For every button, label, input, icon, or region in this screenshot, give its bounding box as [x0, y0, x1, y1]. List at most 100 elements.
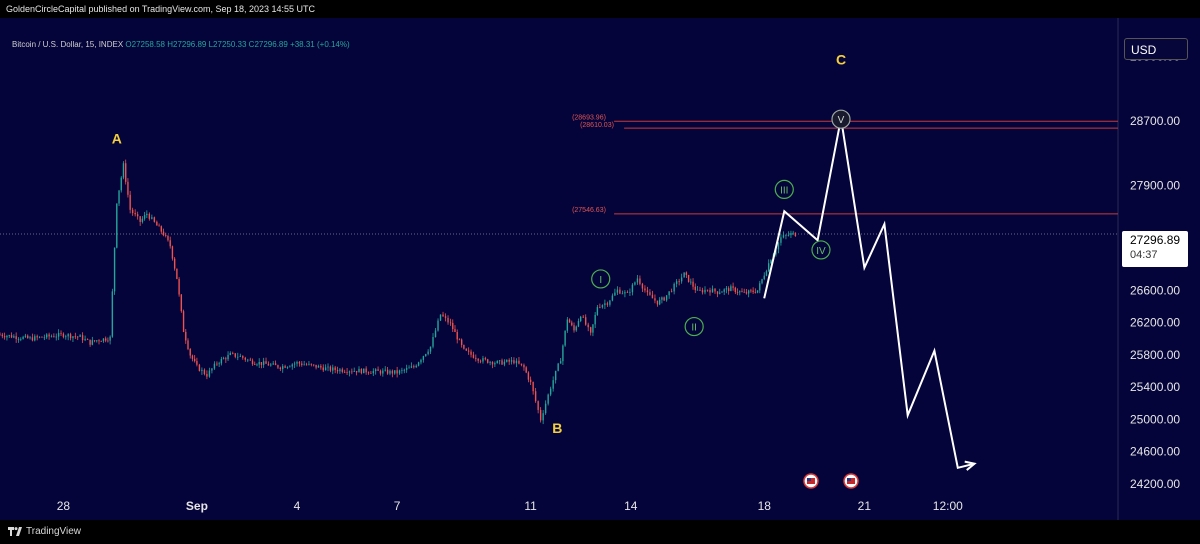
candle-body — [96, 340, 98, 342]
x-tick-label: 28 — [57, 499, 71, 513]
candle-body — [747, 290, 750, 294]
candle-body — [3, 336, 6, 338]
impulse-label: V — [838, 115, 845, 126]
candle-body — [341, 369, 344, 372]
candle-body — [527, 372, 530, 380]
candle-body — [730, 286, 732, 292]
candle-body — [327, 366, 329, 368]
candle-body — [525, 367, 527, 373]
candle-body — [173, 258, 176, 269]
symbol-legend[interactable]: Bitcoin / U.S. Dollar, 15, INDEX O27258.… — [12, 40, 350, 49]
candle-body — [665, 295, 668, 301]
candle-body — [680, 277, 683, 282]
candle-body — [216, 363, 218, 365]
y-tick-label: 24600.00 — [1130, 445, 1180, 459]
candle-body — [396, 370, 398, 374]
candle-body — [434, 330, 437, 338]
currency-button[interactable]: USD — [1124, 38, 1188, 60]
candle-body — [529, 379, 532, 383]
candle-body — [363, 368, 365, 374]
candle-body — [410, 366, 413, 368]
candle-body — [668, 291, 670, 296]
candle-body — [626, 292, 629, 293]
candle-body — [254, 364, 256, 365]
x-tick-label: Sep — [186, 499, 208, 513]
candle-body — [74, 336, 77, 338]
chart-area[interactable]: (28693.96) (28610.03) (27546.63) A B C I II III… — [0, 18, 1200, 520]
candle-body — [301, 363, 303, 365]
candle-body — [599, 307, 601, 308]
candle-body — [792, 232, 794, 234]
candle-body — [544, 403, 547, 414]
candle-body — [27, 335, 29, 339]
price-axis-background — [1118, 18, 1200, 520]
brand[interactable]: TradingView — [8, 526, 81, 537]
candle-body — [367, 372, 370, 374]
publisher-text: GoldenCircleCapital published on Trading… — [6, 4, 316, 14]
candle-body — [372, 371, 375, 374]
candle-body — [277, 365, 279, 368]
candle-body — [353, 370, 355, 372]
candle-body — [532, 382, 534, 392]
x-tick-label: 18 — [758, 499, 772, 513]
candle-body — [577, 321, 580, 327]
candle-body — [573, 325, 575, 331]
candle-body — [60, 332, 62, 334]
candle-body — [208, 370, 211, 377]
candle-body — [673, 283, 675, 292]
candle-body — [370, 373, 372, 374]
candle-body — [745, 292, 748, 294]
candle-body — [394, 370, 396, 374]
candle-body — [678, 281, 680, 283]
candle-body — [487, 359, 489, 363]
candle-body — [465, 348, 467, 351]
candle-body — [594, 314, 596, 325]
candle-body — [156, 221, 158, 226]
candle-body — [143, 215, 146, 219]
candle-body — [43, 337, 46, 339]
candle-body — [463, 344, 465, 349]
candle-body — [0, 334, 1, 336]
candle-body — [606, 303, 609, 305]
y-tick-label: 25800.00 — [1130, 348, 1180, 362]
candle-body — [334, 367, 336, 370]
candle-body — [122, 163, 125, 178]
candle-body — [176, 268, 178, 279]
candle-body — [596, 307, 599, 315]
candle-body — [129, 194, 131, 210]
projection-path — [763, 118, 975, 470]
candle-body — [584, 317, 587, 325]
price-chart[interactable]: (28693.96)(28610.03)(27546.63) ABCIIIIII… — [0, 18, 1200, 520]
candle-body — [242, 355, 244, 358]
candle-body — [193, 358, 196, 361]
candle-body — [336, 369, 339, 372]
candle-body — [604, 303, 606, 306]
candle-body — [472, 354, 475, 358]
candle-body — [141, 218, 144, 222]
candle-body — [291, 364, 293, 367]
last-price-value: 27296.89 — [1130, 233, 1181, 247]
candle-body — [631, 284, 634, 293]
y-tick-label: 28700.00 — [1130, 114, 1180, 128]
price-series — [0, 159, 797, 425]
candle-body — [72, 336, 74, 339]
impulse-circle — [831, 109, 851, 129]
x-tick-label: 12:00 — [933, 499, 963, 513]
candle-body — [374, 369, 377, 372]
candle-body — [765, 271, 768, 276]
candle-body — [413, 366, 415, 368]
open-value: O27258.58 — [125, 40, 165, 49]
candle-body — [270, 364, 272, 366]
candle-body — [719, 292, 721, 294]
candle-body — [182, 311, 185, 332]
candle-body — [405, 368, 408, 370]
candle-body — [491, 361, 494, 365]
candle-body — [422, 356, 425, 360]
candle-body — [564, 330, 566, 346]
impulse-label: IV — [816, 246, 826, 257]
candle-body — [6, 335, 8, 338]
candle-body — [127, 181, 129, 195]
candle-body — [454, 329, 456, 333]
candle-body — [692, 281, 694, 287]
candle-body — [320, 365, 322, 368]
